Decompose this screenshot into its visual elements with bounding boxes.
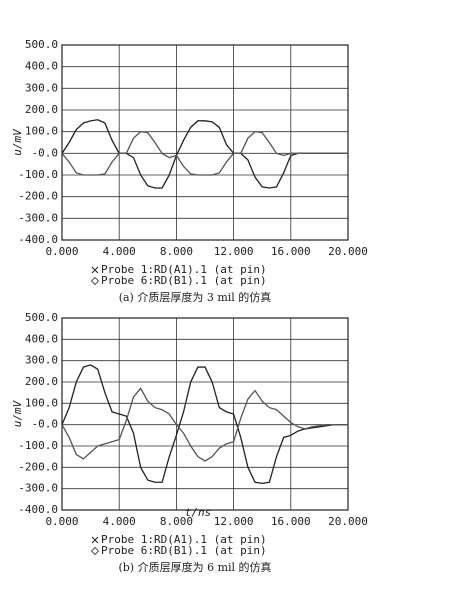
- series-line: [61, 130, 348, 176]
- legend-label: Probe 1:RD(A1).1 (at pin): [101, 263, 267, 276]
- legend-marker: [90, 276, 100, 286]
- y-tick-label: -100.0: [18, 168, 58, 181]
- legend-marker: [91, 266, 99, 274]
- caption: (b) 介质层厚度为 6 mil 的仿真: [118, 560, 271, 574]
- legend-marker: [91, 536, 99, 544]
- x-tick-label: 12.000: [214, 515, 254, 528]
- legend-marker: [90, 546, 100, 556]
- series-line: [61, 364, 348, 484]
- y-tick-label: 300.0: [25, 81, 58, 94]
- y-tick-label: 500.0: [25, 311, 58, 324]
- series-line: [61, 387, 348, 462]
- y-axis-label: u/mV: [11, 128, 24, 156]
- x-tick-label: 20.000: [328, 245, 368, 258]
- x-axis-label: t/ns: [185, 506, 212, 519]
- x-tick-label: 4.000: [103, 245, 136, 258]
- y-tick-label: -400.0: [18, 503, 58, 516]
- y-tick-label: -200.0: [18, 460, 58, 473]
- y-tick-label: 300.0: [25, 354, 58, 367]
- x-tick-label: 0.000: [45, 245, 78, 258]
- x-tick-label: 16.000: [271, 245, 311, 258]
- x-tick-label: 0.000: [45, 515, 78, 528]
- y-tick-label: -200.0: [18, 190, 58, 203]
- legend-label: Probe 6:RD(B1).1 (at pin): [101, 544, 267, 557]
- x-tick-label: 16.000: [271, 515, 311, 528]
- y-axis-label: u/mV: [11, 399, 24, 427]
- caption: (a) 介质层厚度为 3 mil 的仿真: [119, 290, 272, 304]
- y-tick-label: -0.0: [32, 146, 59, 159]
- y-tick-label: 100.0: [25, 125, 58, 138]
- y-tick-label: 500.0: [25, 38, 58, 51]
- y-tick-label: 100.0: [25, 396, 58, 409]
- y-tick-label: -0.0: [32, 418, 59, 431]
- y-tick-label: 200.0: [25, 375, 58, 388]
- y-tick-label: -100.0: [18, 439, 58, 452]
- x-tick-label: 8.000: [160, 245, 193, 258]
- y-tick-label: -300.0: [18, 211, 58, 224]
- plot-frame: [61, 317, 349, 511]
- x-tick-label: 12.000: [214, 245, 254, 258]
- plot-frame: [61, 44, 349, 241]
- legend-label: Probe 6:RD(B1).1 (at pin): [101, 274, 267, 287]
- x-tick-label: 20.000: [328, 515, 368, 528]
- y-tick-label: -300.0: [18, 482, 58, 495]
- legend-label: Probe 1:RD(A1).1 (at pin): [101, 533, 267, 546]
- y-tick-label: -400.0: [18, 233, 58, 246]
- y-tick-label: 400.0: [25, 332, 58, 345]
- y-tick-label: 200.0: [25, 103, 58, 116]
- y-tick-label: 400.0: [25, 60, 58, 73]
- x-tick-label: 8.000: [160, 515, 193, 528]
- x-tick-label: 4.000: [103, 515, 136, 528]
